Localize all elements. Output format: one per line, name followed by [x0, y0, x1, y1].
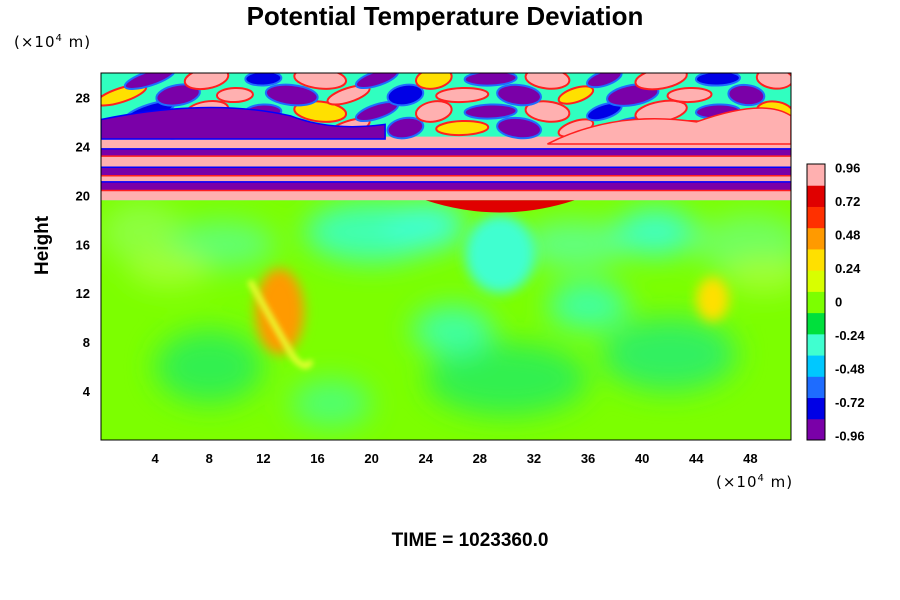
- colorbar-tick-label: -0.48: [835, 362, 865, 377]
- x-tick-label: 48: [743, 451, 757, 466]
- plot-frame: [100, 72, 792, 441]
- band-2: [101, 175, 791, 182]
- x-tick-label: 28: [473, 451, 487, 466]
- colorbar-swatch: [807, 270, 825, 292]
- colorbar-swatch: [807, 333, 825, 356]
- lower-field-texture: [101, 201, 791, 428]
- colorbar-swatch: [807, 248, 825, 271]
- band-1: [101, 181, 791, 191]
- x-tick-label: 44: [689, 451, 704, 466]
- colorbar-swatch: [807, 185, 825, 207]
- chart-title: Potential Temperature Deviation: [246, 1, 644, 31]
- band-3: [101, 167, 791, 176]
- band-dip: [425, 200, 575, 213]
- warm-filament: [247, 279, 314, 369]
- colorbar-swatch: [807, 227, 825, 250]
- colorbar-tick-label: 0.72: [835, 194, 860, 209]
- band-0: [101, 190, 791, 201]
- colorbar-tick-label: -0.96: [835, 429, 865, 444]
- colorbar-swatch: [807, 355, 825, 377]
- y-tick-label: 20: [76, 188, 90, 203]
- band-4: [101, 156, 791, 168]
- colorbar-swatch: [807, 418, 825, 441]
- colorbar-tick-label: 0.96: [835, 161, 860, 176]
- x-unit-label: (×104 m): [716, 473, 794, 491]
- colorbar-swatch: [807, 291, 825, 314]
- x-tick-label: 20: [364, 451, 378, 466]
- colorbar-swatch: [807, 376, 825, 399]
- y-tick-label: 12: [76, 286, 90, 301]
- band-5: [101, 148, 791, 157]
- field-feature-2: [696, 277, 729, 322]
- colorbar-tick-label: -0.72: [835, 395, 865, 410]
- y-tick-label: 28: [76, 90, 90, 105]
- colorbar: 0.96 0.72 0.48 0.24 0 -0.24 -0.48 -0.72 -0.96: [806, 161, 865, 444]
- field-feature-0: [464, 214, 536, 294]
- y-tick-label: 8: [83, 335, 90, 350]
- colorbar-frame: [806, 163, 826, 441]
- colorbar-swatch: [807, 164, 825, 186]
- time-label: TIME = 1023360.0: [391, 530, 549, 551]
- x-tick-label: 24: [418, 451, 433, 466]
- y-unit-label: (×104 m): [14, 33, 92, 51]
- x-tick-label: 12: [256, 451, 270, 466]
- upper-cool-mass: [101, 106, 386, 140]
- band-edges: [101, 148, 791, 192]
- colorbar-tick-label: 0: [835, 295, 842, 310]
- y-tick-labels: 4 8 12 16 20 24 28: [76, 90, 91, 399]
- x-tick-label: 40: [635, 451, 649, 466]
- y-tick-label: 24: [76, 139, 91, 154]
- x-tick-label: 8: [206, 451, 213, 466]
- y-tick-label: 4: [83, 384, 91, 399]
- x-tick-label: 4: [152, 451, 160, 466]
- colorbar-tick-label: -0.24: [835, 328, 865, 343]
- plot-area: [101, 73, 791, 440]
- colorbar-tick-label: 0.48: [835, 228, 860, 243]
- y-tick-label: 16: [76, 237, 90, 252]
- x-tick-label: 32: [527, 451, 541, 466]
- colorbar-swatch: [807, 312, 825, 335]
- upper-warm-mass: [547, 107, 791, 145]
- colorbar-tick-label: 0.24: [835, 261, 861, 276]
- x-tick-label: 36: [581, 451, 595, 466]
- x-tick-label: 16: [310, 451, 324, 466]
- field-feature-1: [255, 268, 304, 355]
- colorbar-swatch: [807, 206, 825, 229]
- x-tick-labels: 4 8 12 16 20 24 28 32 36 40 44 48: [152, 451, 758, 466]
- colorbar-swatch: [807, 397, 825, 420]
